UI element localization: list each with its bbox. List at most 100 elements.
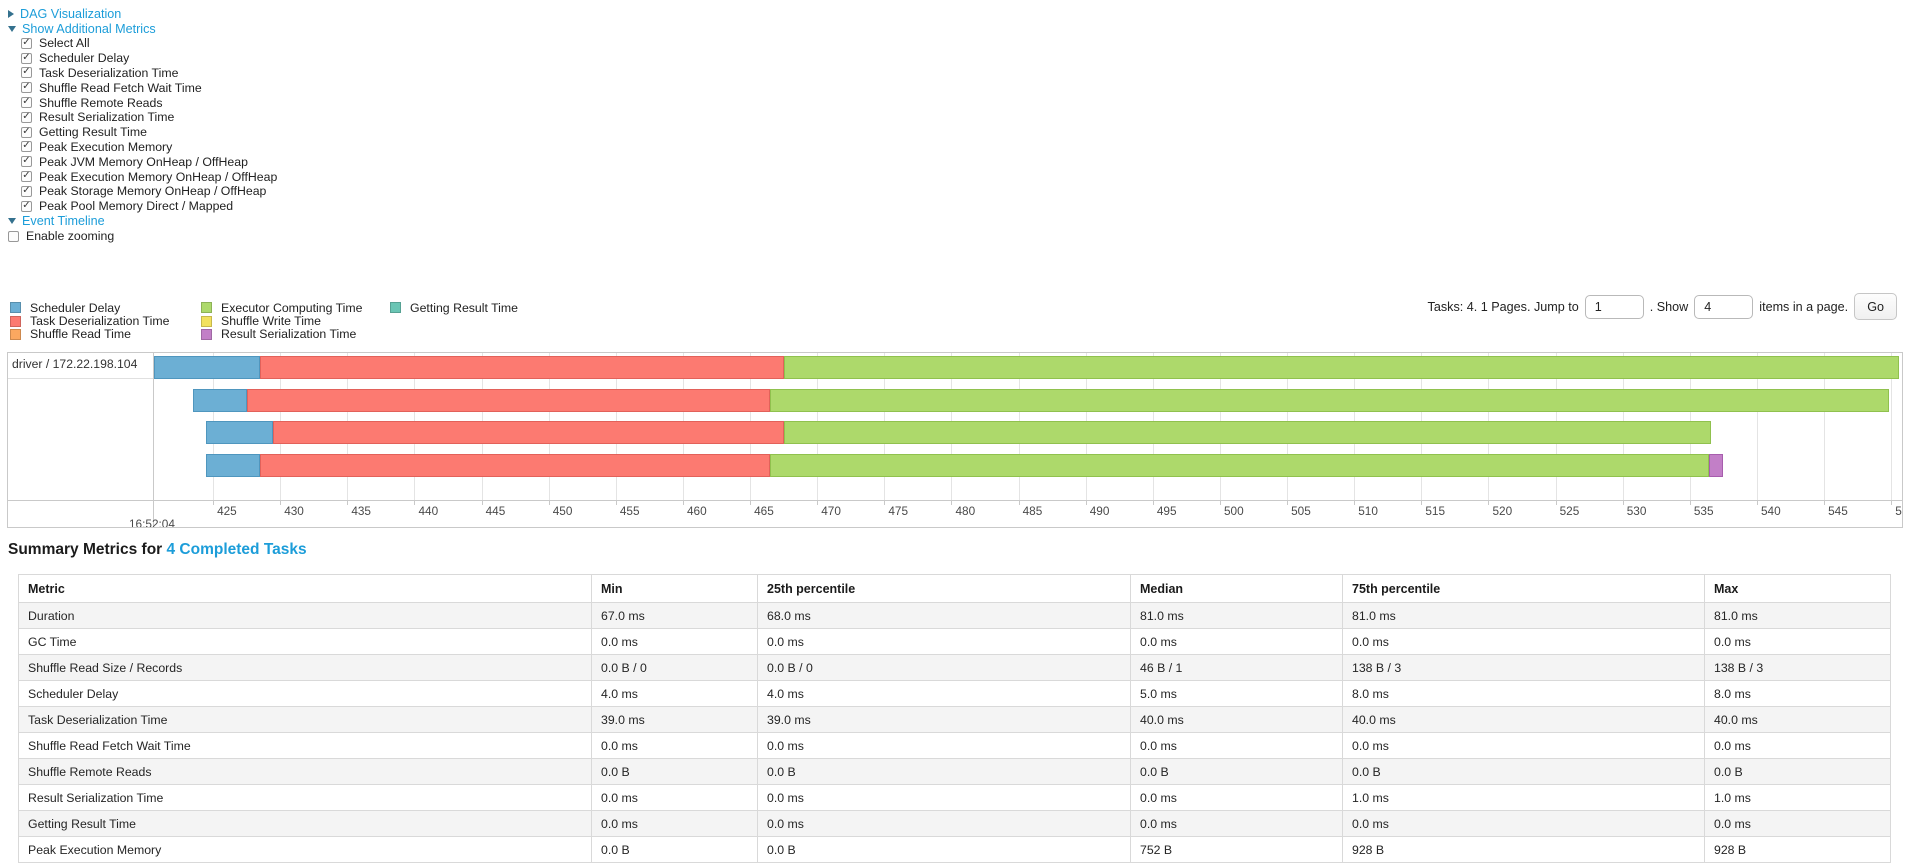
metric-name-cell: GC Time: [18, 628, 592, 655]
checkbox-icon[interactable]: [21, 111, 32, 123]
task-bar-segment-executor-computing[interactable]: [770, 388, 1889, 412]
timeline-tick-label: 490: [1089, 504, 1110, 518]
checkbox-icon[interactable]: [21, 37, 32, 49]
legend-column: Scheduler Delay Task Deserialization Time…: [10, 301, 201, 341]
timeline-tick-label: 470: [821, 504, 841, 518]
legend-label: Result Serialization Time: [221, 327, 357, 342]
checkbox-icon[interactable]: [21, 67, 32, 79]
checkbox-icon[interactable]: [21, 200, 32, 212]
metric-value-cell: 0.0 ms: [1704, 732, 1891, 759]
timeline-tick-label: 535: [1693, 504, 1714, 518]
task-bar-segment-result-serialization[interactable]: [1708, 454, 1724, 477]
legend-swatch-icon: [390, 302, 401, 314]
show-text: . Show: [1649, 299, 1689, 314]
timeline-axis-line: [8, 500, 1902, 501]
items-per-page-input[interactable]: [1694, 294, 1754, 319]
timeline-plot-area: 425 430 435 440 445 450 455 460 465 470 475 480 485 4…: [154, 353, 1902, 527]
table-body: Duration 67.0 ms 68.0 ms 81.0 ms 81.0 ms 81.0…: [18, 602, 1891, 863]
legend-label: Getting Result Time: [410, 300, 518, 315]
metric-checkbox-row[interactable]: Shuffle Remote Reads: [21, 95, 277, 110]
task-bar-segment-task-deserialization[interactable]: [273, 421, 784, 445]
timeline-tick-label: 430: [284, 504, 304, 518]
metric-checkbox-row[interactable]: Select All: [21, 36, 277, 51]
metric-checkbox-row[interactable]: Peak Execution Memory: [21, 140, 277, 155]
timeline-tick-label: 455: [619, 504, 640, 518]
timeline-tickmark: [1152, 500, 1154, 505]
legend-label: Scheduler Delay: [30, 300, 121, 315]
metric-value-cell: 928 B: [1342, 836, 1705, 863]
legend-swatch-icon: [10, 328, 21, 340]
legend-swatch-icon: [201, 302, 212, 314]
timeline-tickmark: [951, 500, 953, 505]
metric-checkbox-row[interactable]: Result Serialization Time: [21, 110, 277, 125]
metric-checkbox-row[interactable]: Peak JVM Memory OnHeap / OffHeap: [21, 154, 277, 169]
metric-value-cell: 0.0 ms: [1130, 784, 1343, 811]
timeline-tick-label: 510: [1358, 504, 1378, 518]
checkbox-icon[interactable]: [21, 82, 32, 94]
task-bar-segment-executor-computing[interactable]: [770, 454, 1709, 477]
timeline-tickmark: [548, 500, 550, 505]
completed-tasks-link[interactable]: 4 Completed Tasks: [166, 541, 307, 558]
show-additional-metrics-toggle[interactable]: Show Additional Metrics: [8, 21, 277, 36]
task-bar-segment-executor-computing[interactable]: [783, 421, 1712, 445]
task-bar-segment-task-deserialization[interactable]: [260, 356, 784, 379]
metric-value-cell: 39.0 ms: [591, 706, 758, 733]
checkbox-icon[interactable]: [21, 141, 32, 153]
checkbox-icon[interactable]: [21, 171, 32, 183]
metric-checkbox-row[interactable]: Peak Storage Memory OnHeap / OffHeap: [21, 184, 277, 199]
column-header[interactable]: 25th percentile: [757, 574, 1131, 603]
task-bar-segment-scheduler-delay[interactable]: [206, 421, 274, 445]
timeline-tick-label: 515: [1425, 504, 1446, 518]
event-timeline-label[interactable]: Event Timeline: [22, 214, 105, 229]
checkbox-icon[interactable]: [21, 126, 32, 138]
metric-name-cell: Shuffle Remote Reads: [18, 758, 592, 785]
metric-value-cell: 0.0 ms: [591, 810, 758, 837]
task-bar-segment-scheduler-delay[interactable]: [192, 388, 247, 412]
checkbox-icon[interactable]: [21, 156, 32, 168]
task-bar-segment-scheduler-delay[interactable]: [154, 356, 261, 379]
metric-checkbox-row[interactable]: Shuffle Read Fetch Wait Time: [21, 80, 277, 95]
task-bar-segment-task-deserialization[interactable]: [260, 454, 771, 477]
timeline-tickmark: [1824, 500, 1826, 505]
summary-metrics-table: Metric Min 25th percentile Median 75th perce…: [18, 574, 1891, 863]
timeline-tick-label: 540: [1761, 504, 1781, 518]
timeline-tick-label: 480: [955, 504, 976, 518]
enable-zooming-row[interactable]: Enable zooming: [8, 229, 277, 244]
metric-value-cell: 0.0 ms: [1704, 628, 1891, 655]
dag-visualization-toggle[interactable]: DAG Visualization: [8, 6, 277, 21]
timeline-tick-label: 460: [686, 504, 707, 518]
metric-value-cell: 81.0 ms: [1342, 602, 1705, 629]
dag-visualization-label[interactable]: DAG Visualization: [20, 6, 122, 21]
metric-checkbox-row[interactable]: Peak Pool Memory Direct / Mapped: [21, 199, 277, 214]
metric-checkbox-label: Peak Execution Memory OnHeap / OffHeap: [39, 169, 278, 184]
metric-value-cell: 4.0 ms: [591, 680, 758, 707]
metric-value-cell: 68.0 ms: [757, 602, 1131, 629]
metric-checkbox-row[interactable]: Getting Result Time: [21, 125, 277, 140]
column-header[interactable]: Metric: [18, 574, 592, 603]
task-bar-segment-scheduler-delay[interactable]: [206, 454, 261, 477]
metric-name-cell: Shuffle Read Fetch Wait Time: [18, 732, 592, 759]
show-additional-metrics-label[interactable]: Show Additional Metrics: [22, 21, 156, 36]
go-button[interactable]: Go: [1854, 293, 1897, 320]
legend-swatch-icon: [201, 315, 212, 327]
metric-checkbox-row[interactable]: Peak Execution Memory OnHeap / OffHeap: [21, 169, 277, 184]
timeline-gridline: [1757, 353, 1758, 500]
timeline-tickmark: [1085, 500, 1087, 505]
enable-zooming-checkbox[interactable]: [8, 230, 19, 242]
task-bar-segment-task-deserialization[interactable]: [246, 388, 771, 412]
checkbox-icon[interactable]: [21, 97, 32, 109]
timeline-tickmark: [1622, 500, 1624, 505]
column-header[interactable]: 75th percentile: [1342, 574, 1705, 603]
timeline-tickmark: [1555, 500, 1557, 505]
column-header[interactable]: Max: [1704, 574, 1891, 603]
column-header[interactable]: Median: [1130, 574, 1343, 603]
metric-value-cell: 81.0 ms: [1130, 602, 1343, 629]
task-bar-segment-executor-computing[interactable]: [783, 356, 1900, 379]
metric-checkbox-row[interactable]: Task Deserialization Time: [21, 66, 277, 81]
event-timeline-toggle[interactable]: Event Timeline: [8, 214, 277, 229]
jump-to-page-input[interactable]: [1584, 294, 1644, 319]
metric-checkbox-row[interactable]: Scheduler Delay: [21, 51, 277, 66]
checkbox-icon[interactable]: [21, 52, 32, 64]
column-header[interactable]: Min: [591, 574, 758, 603]
checkbox-icon[interactable]: [21, 185, 32, 197]
